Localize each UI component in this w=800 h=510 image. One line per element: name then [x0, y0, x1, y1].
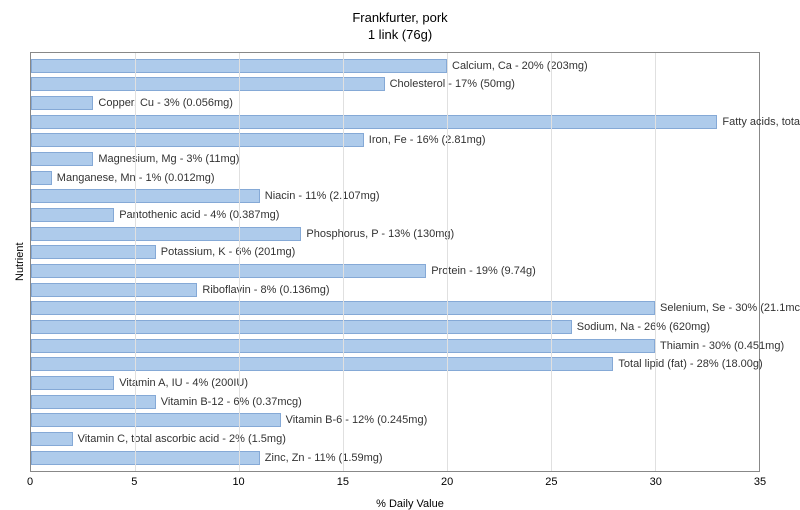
nutrient-bar: Iron, Fe - 16% (2.81mg)	[31, 133, 364, 147]
bar-row: Calcium, Ca - 20% (203mg)	[31, 59, 759, 73]
bar-row: Phosphorus, P - 13% (130mg)	[31, 227, 759, 241]
bar-label: Potassium, K - 6% (201mg)	[155, 246, 296, 258]
bar-label: Calcium, Ca - 20% (203mg)	[446, 60, 588, 72]
nutrient-bar: Fatty acids, total saturated - 33% (6.62…	[31, 115, 717, 129]
bar-label: Thiamin - 30% (0.451mg)	[654, 340, 784, 352]
x-tick: 25	[545, 476, 557, 488]
bar-row: Sodium, Na - 26% (620mg)	[31, 320, 759, 334]
bar-label: Zinc, Zn - 11% (1.59mg)	[259, 452, 383, 464]
nutrient-bar: Phosphorus, P - 13% (130mg)	[31, 227, 301, 241]
x-tick: 30	[650, 476, 662, 488]
bar-label: Manganese, Mn - 1% (0.012mg)	[51, 172, 215, 184]
bar-row: Riboflavin - 8% (0.136mg)	[31, 283, 759, 297]
bar-row: Pantothenic acid - 4% (0.387mg)	[31, 208, 759, 222]
nutrient-bar: Protein - 19% (9.74g)	[31, 264, 426, 278]
bar-row: Cholesterol - 17% (50mg)	[31, 77, 759, 91]
bar-label: Vitamin B-6 - 12% (0.245mg)	[280, 414, 428, 426]
bar-label: Protein - 19% (9.74g)	[425, 265, 536, 277]
x-tick: 15	[337, 476, 349, 488]
bar-label: Total lipid (fat) - 28% (18.00g)	[612, 358, 762, 370]
plot-area: Calcium, Ca - 20% (203mg) Cholesterol - 1…	[30, 52, 760, 472]
bar-row: Copper, Cu - 3% (0.056mg)	[31, 96, 759, 110]
x-axis: 0 5 10 15 20 25 30 35	[10, 476, 790, 492]
bar-label: Copper, Cu - 3% (0.056mg)	[92, 97, 233, 109]
bar-label: Riboflavin - 8% (0.136mg)	[196, 284, 329, 296]
bar-label: Fatty acids, total saturated - 33% (6.62…	[716, 116, 800, 128]
plot-wrapper: Nutrient Calcium, Ca - 20% (203mg) Choles…	[10, 52, 790, 472]
bar-row: Thiamin - 30% (0.451mg)	[31, 339, 759, 353]
bar-row: Protein - 19% (9.74g)	[31, 264, 759, 278]
nutrient-bar: Zinc, Zn - 11% (1.59mg)	[31, 451, 260, 465]
bar-label: Vitamin A, IU - 4% (200IU)	[113, 377, 248, 389]
bar-label: Pantothenic acid - 4% (0.387mg)	[113, 209, 279, 221]
x-axis-ticks: 05101520253035	[30, 476, 760, 492]
bar-label: Vitamin C, total ascorbic acid - 2% (1.5…	[72, 433, 286, 445]
bar-row: Fatty acids, total saturated - 33% (6.62…	[31, 115, 759, 129]
bar-row: Vitamin B-6 - 12% (0.245mg)	[31, 413, 759, 427]
nutrient-bar: Vitamin A, IU - 4% (200IU)	[31, 376, 114, 390]
nutrient-bar: Riboflavin - 8% (0.136mg)	[31, 283, 197, 297]
x-tick: 10	[232, 476, 244, 488]
gridline	[655, 53, 656, 471]
bar-label: Iron, Fe - 16% (2.81mg)	[363, 134, 486, 146]
nutrient-bar: Magnesium, Mg - 3% (11mg)	[31, 152, 93, 166]
bar-row: Magnesium, Mg - 3% (11mg)	[31, 152, 759, 166]
x-tick: 35	[754, 476, 766, 488]
chart-title-line1: Frankfurter, pork	[10, 10, 790, 27]
bar-row: Zinc, Zn - 11% (1.59mg)	[31, 451, 759, 465]
bar-label: Sodium, Na - 26% (620mg)	[571, 321, 710, 333]
nutrient-bar: Total lipid (fat) - 28% (18.00g)	[31, 357, 613, 371]
gridline	[551, 53, 552, 471]
bar-label: Cholesterol - 17% (50mg)	[384, 78, 515, 90]
nutrient-bar: Vitamin B-12 - 6% (0.37mcg)	[31, 395, 156, 409]
x-tick: 0	[27, 476, 33, 488]
x-tick: 20	[441, 476, 453, 488]
nutrition-chart: Frankfurter, pork 1 link (76g) Nutrient …	[0, 0, 800, 500]
bar-row: Manganese, Mn - 1% (0.012mg)	[31, 171, 759, 185]
nutrient-bar: Copper, Cu - 3% (0.056mg)	[31, 96, 93, 110]
bar-label: Niacin - 11% (2.107mg)	[259, 190, 380, 202]
gridline	[447, 53, 448, 471]
bar-label: Vitamin B-12 - 6% (0.37mcg)	[155, 396, 302, 408]
gridline	[239, 53, 240, 471]
gridline	[343, 53, 344, 471]
nutrient-bar: Vitamin B-6 - 12% (0.245mg)	[31, 413, 281, 427]
bar-label: Selenium, Se - 30% (21.1mcg)	[654, 302, 800, 314]
bar-row: Total lipid (fat) - 28% (18.00g)	[31, 357, 759, 371]
nutrient-bar: Manganese, Mn - 1% (0.012mg)	[31, 171, 52, 185]
bar-row: Vitamin B-12 - 6% (0.37mcg)	[31, 395, 759, 409]
bar-row: Vitamin A, IU - 4% (200IU)	[31, 376, 759, 390]
bar-row: Selenium, Se - 30% (21.1mcg)	[31, 301, 759, 315]
bar-row: Niacin - 11% (2.107mg)	[31, 189, 759, 203]
chart-title-line2: 1 link (76g)	[10, 27, 790, 44]
nutrient-bar: Pantothenic acid - 4% (0.387mg)	[31, 208, 114, 222]
bar-label: Phosphorus, P - 13% (130mg)	[300, 228, 454, 240]
gridline	[135, 53, 136, 471]
bar-row: Potassium, K - 6% (201mg)	[31, 245, 759, 259]
bar-row: Vitamin C, total ascorbic acid - 2% (1.5…	[31, 432, 759, 446]
nutrient-bar: Vitamin C, total ascorbic acid - 2% (1.5…	[31, 432, 73, 446]
nutrient-bar: Potassium, K - 6% (201mg)	[31, 245, 156, 259]
y-axis-label: Nutrient	[10, 52, 30, 472]
nutrient-bar: Cholesterol - 17% (50mg)	[31, 77, 385, 91]
bar-label: Magnesium, Mg - 3% (11mg)	[92, 153, 239, 165]
bars-container: Calcium, Ca - 20% (203mg) Cholesterol - 1…	[31, 59, 759, 465]
nutrient-bar: Sodium, Na - 26% (620mg)	[31, 320, 572, 334]
bar-row: Iron, Fe - 16% (2.81mg)	[31, 133, 759, 147]
chart-title: Frankfurter, pork 1 link (76g)	[10, 10, 790, 44]
x-tick: 5	[131, 476, 137, 488]
nutrient-bar: Niacin - 11% (2.107mg)	[31, 189, 260, 203]
